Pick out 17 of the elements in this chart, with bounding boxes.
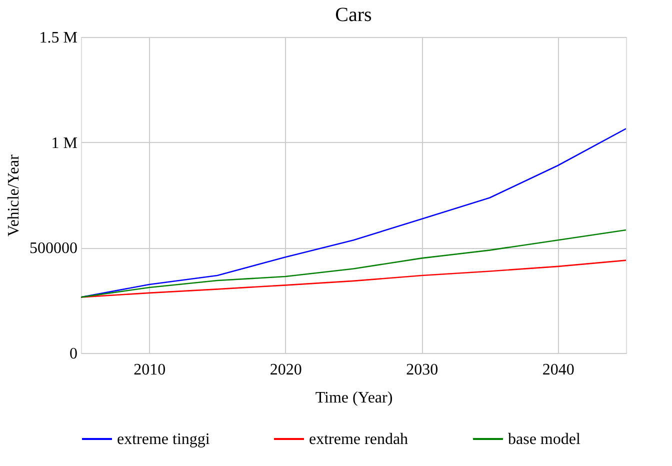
x-tick-label: 2030 <box>406 362 438 378</box>
line-series <box>81 128 626 298</box>
x-tick-label: 2040 <box>542 362 574 378</box>
x-axis-title: Time (Year) <box>315 390 393 406</box>
legend-label: extreme tinggi <box>117 431 210 448</box>
line-series <box>81 229 626 298</box>
y-axis-title: Vehicle/Year <box>6 154 22 236</box>
x-tick-label: 2020 <box>270 362 302 378</box>
y-tick-label: 0 <box>70 346 78 362</box>
legend-label: base model <box>508 431 581 448</box>
legend-label: extreme rendah <box>309 431 408 448</box>
x-tick-label: 2010 <box>134 362 166 378</box>
y-tick-label: 500000 <box>30 240 78 258</box>
chart-title: Cars <box>335 4 372 26</box>
line-series <box>81 260 626 298</box>
y-tick-label: 1.5 M <box>39 30 78 46</box>
y-tick-label: 1 M <box>51 134 78 152</box>
